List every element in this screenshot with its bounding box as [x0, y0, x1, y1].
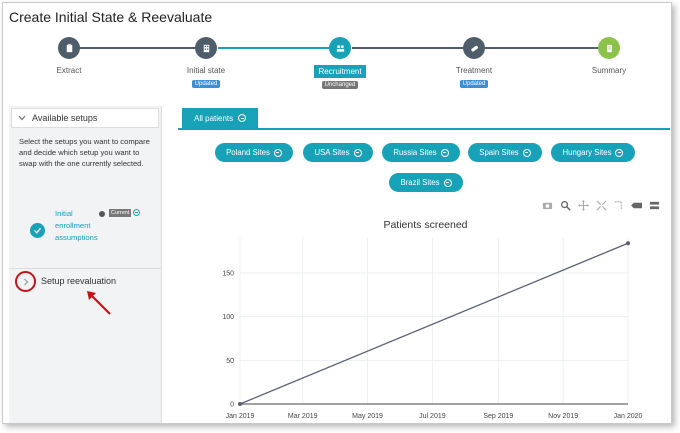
x-tick-label: May 2019: [352, 413, 383, 420]
zoom-icon[interactable]: [559, 199, 573, 211]
app-window: Create Initial State & Reevaluate Extrac…: [2, 2, 672, 424]
step-connector: [352, 47, 464, 49]
data-point: [626, 241, 630, 246]
step-summary[interactable]: Summary: [559, 37, 659, 78]
chart-title: Patients screened: [383, 219, 468, 231]
chevron-right-icon[interactable]: [15, 271, 36, 292]
x-tick-label: Mar 2019: [288, 413, 318, 420]
filter-hungary-sites[interactable]: Hungary Sites: [551, 143, 635, 162]
setup-item[interactable]: Initial enrollment assumptions Current: [29, 206, 159, 256]
filter-russia-sites[interactable]: Russia Sites: [382, 143, 460, 162]
camera-icon[interactable]: [541, 199, 555, 211]
available-setups-title: Available setups: [32, 113, 98, 123]
setup-reevaluation-row[interactable]: Setup reevaluation: [9, 268, 162, 294]
step-connector: [484, 47, 600, 49]
building-icon: [195, 37, 217, 59]
pill-icon: [463, 37, 485, 59]
x-tick-label: Jan 2019: [226, 413, 255, 420]
spike-lines-icon[interactable]: [612, 199, 626, 211]
autoscale-icon[interactable]: [594, 199, 608, 211]
setup-name[interactable]: Initial enrollment assumptions: [55, 209, 98, 242]
summary-icon: [598, 37, 620, 59]
main-panel: All patients Poland Sites USA Sites Russ…: [178, 106, 671, 423]
tab-all-patients[interactable]: All patients: [182, 108, 259, 128]
workflow-stepper: Extract Initial state Updated Recruitmen…: [3, 3, 671, 103]
data-point: [238, 402, 242, 406]
minus-circle-icon: [440, 148, 449, 157]
x-tick-label: Jan 2020: [614, 413, 643, 420]
status-dot: [99, 211, 105, 217]
x-tick-label: Nov 2019: [548, 413, 578, 420]
minus-circle-icon: [522, 148, 531, 157]
minus-circle-icon: [353, 148, 362, 157]
hover-closest-icon[interactable]: [630, 199, 644, 211]
step-label: Extract: [56, 66, 82, 75]
annotation-arrow-icon: [87, 291, 111, 315]
filter-label: Poland Sites: [226, 148, 270, 157]
people-icon: [329, 37, 351, 59]
step-connector: [73, 47, 205, 49]
step-initial-state[interactable]: Initial state Updated: [156, 37, 256, 88]
minus-circle-icon: [273, 148, 282, 157]
step-label: Treatment: [455, 66, 493, 75]
step-label: Summary: [591, 66, 627, 75]
y-tick-label: 50: [226, 358, 234, 365]
updated-badge: Updated: [191, 80, 221, 88]
remove-icon[interactable]: [133, 209, 140, 216]
setups-sidebar: Available setups Select the setups you w…: [9, 106, 162, 423]
step-extract[interactable]: Extract: [19, 37, 119, 78]
filter-spain-sites[interactable]: Spain Sites: [468, 143, 542, 162]
current-badge: Current: [109, 209, 132, 217]
pan-icon[interactable]: [576, 199, 590, 211]
y-tick-label: 100: [222, 314, 234, 321]
y-tick-label: 0: [230, 402, 234, 409]
hover-compare-icon[interactable]: [647, 199, 661, 211]
y-tick-label: 150: [222, 270, 234, 277]
step-recruitment[interactable]: Recruitment Unchanged: [290, 37, 390, 89]
updated-badge: Updated: [459, 80, 489, 88]
series-line: [239, 242, 629, 405]
step-treatment[interactable]: Treatment Updated: [424, 37, 524, 88]
check-icon[interactable]: [30, 223, 45, 238]
filter-label: Brazil Sites: [400, 178, 440, 187]
filter-label: Spain Sites: [479, 148, 519, 157]
filter-label: Hungary Sites: [562, 148, 612, 157]
filter-label: USA Sites: [314, 148, 350, 157]
step-label: Initial state: [186, 66, 226, 75]
tab-label: All patients: [194, 113, 234, 123]
x-tick-label: Sep 2019: [483, 413, 513, 420]
patients-screened-chart: Jan 2019 Mar 2019 May 2019 Jul 2019 Sep 2019…: [222, 238, 643, 420]
filter-label: Russia Sites: [393, 148, 437, 157]
tab-bar: All patients: [178, 106, 670, 130]
x-tick-label: Jul 2019: [419, 413, 446, 420]
setups-description: Select the setups you want to compare an…: [19, 137, 150, 168]
setup-reevaluation-label: Setup reevaluation: [41, 276, 117, 286]
minus-circle-icon: [615, 148, 624, 157]
chart-toolbar: [541, 198, 661, 212]
filter-brazil-sites[interactable]: Brazil Sites: [389, 173, 463, 192]
chevron-down-icon: [12, 113, 32, 123]
filter-poland-sites[interactable]: Poland Sites: [215, 143, 293, 162]
unchanged-badge: Unchanged: [321, 81, 359, 89]
available-setups-header[interactable]: Available setups: [11, 108, 159, 128]
window-title: Create Initial State & Reevaluate: [9, 9, 213, 25]
minus-circle-icon: [443, 178, 452, 187]
step-connector: [218, 47, 340, 49]
clipboard-icon: [58, 37, 80, 59]
step-label: Recruitment: [314, 65, 366, 78]
minus-circle-icon: [238, 114, 247, 122]
filter-usa-sites[interactable]: USA Sites: [303, 143, 373, 162]
